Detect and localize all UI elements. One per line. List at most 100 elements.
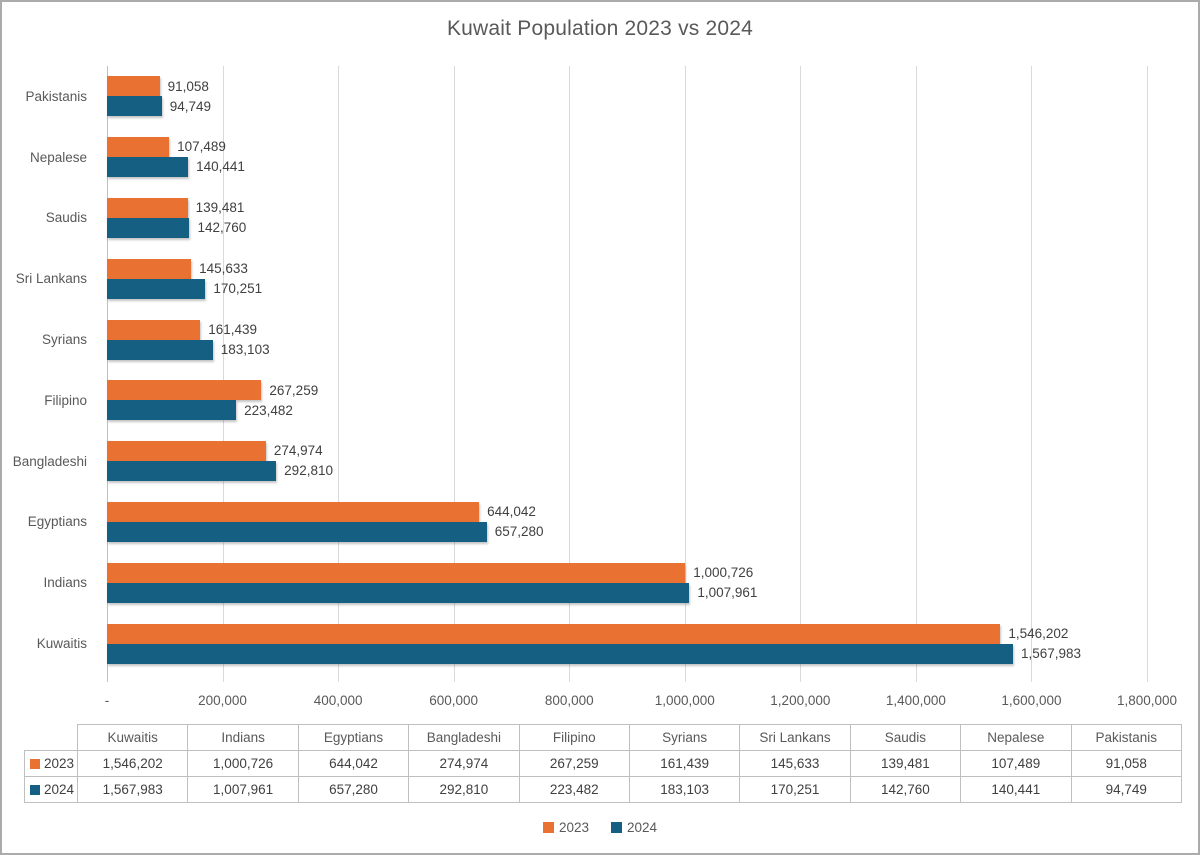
category-label: Filipino (44, 392, 87, 408)
table-cell: 139,481 (849, 750, 962, 777)
bar-row: 223,482 (107, 400, 1147, 421)
table-column-header: Nepalese (960, 724, 1072, 751)
bar-group-pakistanis: 91,058 94,749 (107, 66, 1147, 127)
table-column-header: Bangladeshi (408, 724, 520, 751)
category-label: Syrians (41, 332, 87, 348)
legend-swatch (611, 822, 622, 833)
bar-row: 644,042 (107, 501, 1147, 522)
value-axis: - 200,000 400,000 600,000 800,000 1,000,000 1,… (105, 693, 1177, 713)
category-label: Egyptians (27, 514, 87, 530)
bar-group-bangladeshi: 274,974 292,810 (107, 431, 1147, 492)
table-cell: 91,058 (1070, 750, 1183, 777)
bar-row: 657,280 (107, 521, 1147, 542)
table-cell: 223,482 (518, 776, 630, 803)
legend-item-2024[interactable]: 2024 (611, 820, 657, 835)
category-label: Sri Lankans (15, 271, 87, 287)
data-label: 1,567,983 (1020, 645, 1081, 661)
bar-row: 139,481 (107, 197, 1147, 218)
bar-2024-bangladeshi[interactable] (107, 461, 277, 482)
x-tick-label: 1,800,000 (1116, 693, 1178, 708)
gridline (1031, 66, 1033, 682)
gridline (338, 66, 340, 682)
data-label: 107,489 (177, 139, 226, 155)
table-header-row: Kuwaitis Indians Egyptians Bangladeshi Filip… (25, 724, 1183, 751)
table-column-header: Sri Lankans (739, 724, 851, 751)
bar-2023-sri-lankans[interactable] (107, 258, 192, 279)
table-cell: 107,489 (960, 750, 1072, 777)
bar-group-filipino: 267,259 223,482 (107, 370, 1147, 431)
x-tick-label: 1,600,000 (1001, 693, 1062, 708)
data-label: 267,259 (269, 382, 319, 398)
bar-2024-filipino[interactable] (107, 400, 237, 421)
table-cell: 1,000,726 (187, 750, 299, 777)
bar-2023-pakistanis[interactable] (107, 76, 160, 97)
x-tick-label: 600,000 (429, 693, 479, 708)
table-cell: 94,749 (1070, 776, 1183, 803)
bar-2024-kuwaitis[interactable] (107, 643, 1013, 664)
data-label: 223,482 (244, 402, 293, 418)
bar-2023-syrians[interactable] (107, 319, 201, 340)
gridline (569, 66, 571, 682)
legend-item-2023[interactable]: 2023 (542, 820, 589, 835)
data-label: 1,000,726 (693, 565, 754, 581)
table-cell: 183,103 (628, 776, 741, 803)
table-corner-cell (25, 725, 78, 751)
table-row-label: 2023 (24, 750, 78, 777)
legend-label: 2023 (558, 820, 589, 835)
category-label: Indians (43, 575, 87, 591)
bar-group-kuwaitis: 1,546,202 1,567,983 (107, 613, 1147, 674)
table-cell: 170,251 (739, 776, 851, 803)
bar-2024-saudis[interactable] (107, 217, 190, 238)
bar-row: 107,489 (107, 137, 1147, 158)
bar-group-nepalese: 107,489 140,441 (107, 127, 1147, 188)
x-tick-label: 1,200,000 (770, 693, 831, 708)
bar-2024-sri-lankans[interactable] (107, 278, 206, 299)
legend-label: 2024 (627, 820, 658, 835)
table-cell: 1,567,983 (76, 776, 189, 803)
table-cell: 145,633 (739, 750, 851, 777)
data-label: 142,760 (197, 220, 247, 236)
gridline (800, 66, 802, 682)
bar-row: 94,749 (107, 96, 1147, 117)
bar-2024-pakistanis[interactable] (107, 96, 162, 117)
bar-2023-saudis[interactable] (107, 197, 188, 218)
category-label: Pakistanis (25, 88, 87, 104)
gridline (915, 66, 917, 682)
bar-2023-egyptians[interactable] (107, 501, 480, 522)
table-cell: 657,280 (297, 776, 410, 803)
series-key-swatch (30, 759, 40, 769)
data-label: 91,058 (167, 78, 209, 94)
bar-row: 1,546,202 (107, 623, 1147, 644)
data-label: 170,251 (213, 281, 263, 297)
bar-row: 91,058 (107, 76, 1147, 97)
table-cell: 644,042 (297, 750, 410, 777)
gridline (684, 66, 686, 682)
data-label: 161,439 (208, 321, 258, 337)
bar-2024-syrians[interactable] (107, 339, 213, 360)
bar-row: 142,760 (107, 217, 1147, 238)
data-label: 140,441 (196, 159, 245, 175)
gridline (1147, 66, 1148, 682)
bar-2024-indians[interactable] (107, 582, 690, 603)
data-label: 292,810 (284, 463, 333, 479)
legend-swatch (542, 822, 554, 833)
bar-2023-nepalese[interactable] (107, 137, 170, 158)
table-cell: 161,439 (628, 750, 741, 777)
bar-row: 145,633 (107, 258, 1147, 279)
bar-row: 140,441 (107, 157, 1147, 178)
chart-data-table: Kuwaitis Indians Egyptians Bangladeshi Filip… (24, 724, 1183, 803)
bar-2023-kuwaitis[interactable] (107, 623, 1001, 644)
bar-2023-indians[interactable] (107, 562, 686, 583)
bar-group-indians: 1,000,726 1,007,961 (107, 552, 1147, 613)
bar-group-syrians: 161,439 183,103 (107, 309, 1147, 370)
category-label: Nepalese (29, 149, 87, 165)
x-tick-label: 800,000 (544, 693, 594, 708)
value-axis-line (107, 66, 108, 682)
bar-2024-egyptians[interactable] (107, 521, 487, 542)
bar-2023-filipino[interactable] (107, 380, 262, 401)
bar-2023-bangladeshi[interactable] (107, 441, 266, 462)
plot-area: 91,058 94,749 107,489 140,441 139,481 142,760… (107, 66, 1148, 682)
bar-2024-nepalese[interactable] (107, 157, 189, 178)
bar-row: 292,810 (107, 461, 1147, 482)
